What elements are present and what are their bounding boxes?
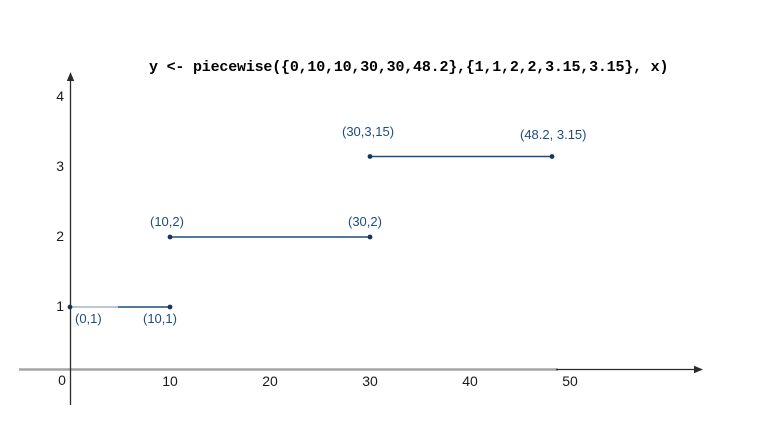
x-tick-label: 20 xyxy=(262,373,278,389)
data-point xyxy=(67,304,73,310)
x-tick-label: 0 xyxy=(58,372,66,388)
point-label: (10,2) xyxy=(150,214,184,229)
point-label: (30,3,15) xyxy=(342,123,395,139)
x-axis-arrow-icon xyxy=(694,365,703,374)
point-label: (30,2) xyxy=(348,214,382,229)
data-point xyxy=(167,304,173,310)
y-tick-label: 1 xyxy=(56,298,64,314)
y-axis-arrow-icon xyxy=(66,72,75,81)
x-tick-label: 50 xyxy=(562,373,578,389)
chart-title: y <- piecewise({0,10,10,30,30,48.2},{1,1… xyxy=(149,59,669,76)
data-point xyxy=(167,234,173,240)
x-tick-label: 40 xyxy=(462,373,478,389)
point-label: (48.2, 3.15) xyxy=(520,126,587,142)
y-tick-label: 4 xyxy=(56,88,64,104)
point-label: (10,1) xyxy=(143,311,177,326)
data-point xyxy=(549,154,555,159)
point-label: (0,1) xyxy=(75,311,102,326)
y-tick-label: 2 xyxy=(56,228,64,244)
x-tick-label: 10 xyxy=(162,373,178,389)
y-tick-label: 3 xyxy=(56,158,64,174)
data-point xyxy=(367,234,373,240)
data-point xyxy=(367,154,373,159)
x-tick-label: 30 xyxy=(362,373,378,389)
